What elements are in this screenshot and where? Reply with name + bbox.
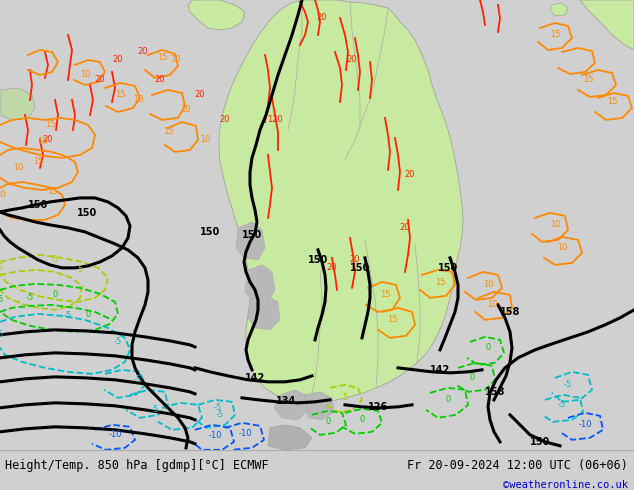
Text: 134: 134 [276, 396, 296, 406]
Polygon shape [550, 3, 568, 16]
Text: 20: 20 [317, 14, 327, 23]
Text: 0: 0 [325, 417, 330, 426]
Text: 5: 5 [342, 393, 347, 402]
Text: 0: 0 [359, 416, 365, 424]
Text: -5: -5 [51, 255, 59, 265]
Text: -5: -5 [114, 337, 122, 346]
Text: 20: 20 [404, 171, 415, 179]
Text: 158: 158 [485, 387, 505, 397]
Text: 0: 0 [445, 395, 451, 404]
Text: Fr 20-09-2024 12:00 UTC (06+06): Fr 20-09-2024 12:00 UTC (06+06) [407, 459, 628, 471]
Polygon shape [268, 425, 312, 450]
Text: 5: 5 [77, 266, 82, 274]
Text: 120: 120 [267, 116, 283, 124]
Text: -5: -5 [151, 405, 159, 415]
Text: -5: -5 [0, 264, 4, 272]
Text: 158: 158 [500, 307, 520, 317]
Text: 150: 150 [438, 263, 458, 273]
Text: 150: 150 [77, 208, 97, 218]
Text: -5: -5 [564, 380, 572, 390]
Text: 126: 126 [368, 402, 388, 412]
Text: 10: 10 [180, 105, 190, 115]
Text: -5: -5 [0, 330, 4, 340]
Text: 20: 20 [327, 264, 337, 272]
Text: -10: -10 [238, 429, 252, 439]
Text: 20: 20 [400, 223, 410, 232]
Text: 20: 20 [347, 55, 357, 65]
Text: 20: 20 [113, 55, 123, 65]
Polygon shape [245, 265, 275, 302]
Polygon shape [0, 88, 35, 120]
Text: -5: -5 [0, 295, 4, 304]
Text: 20: 20 [155, 75, 165, 84]
Text: -5: -5 [64, 311, 72, 320]
Text: 142: 142 [245, 373, 265, 383]
Text: 10: 10 [170, 55, 180, 65]
Text: -5: -5 [26, 294, 34, 302]
Text: 20: 20 [350, 255, 360, 265]
Text: 20: 20 [94, 75, 105, 84]
Text: 15: 15 [45, 121, 55, 129]
Text: 10: 10 [487, 300, 497, 309]
Text: 15: 15 [157, 53, 167, 63]
Text: -10: -10 [108, 430, 122, 440]
Text: 15: 15 [115, 91, 126, 99]
Text: 0: 0 [469, 373, 475, 382]
Polygon shape [219, 0, 463, 403]
Polygon shape [305, 392, 334, 420]
Text: 10: 10 [482, 280, 493, 290]
Text: 10: 10 [200, 135, 210, 145]
Text: -5: -5 [214, 403, 222, 413]
Text: 10: 10 [37, 137, 48, 147]
Text: 10: 10 [133, 96, 143, 104]
Text: 10: 10 [550, 220, 560, 229]
Text: 15: 15 [435, 278, 445, 288]
Text: 15: 15 [380, 291, 391, 299]
Polygon shape [274, 390, 308, 420]
Text: 15: 15 [33, 157, 43, 167]
Text: 0: 0 [53, 291, 58, 299]
Text: -5: -5 [216, 410, 224, 419]
Text: 20: 20 [42, 135, 53, 145]
Text: 20: 20 [138, 48, 148, 56]
Text: 150: 150 [350, 263, 370, 273]
Text: 150: 150 [242, 230, 262, 240]
Text: Height/Temp. 850 hPa [gdmp][°C] ECMWF: Height/Temp. 850 hPa [gdmp][°C] ECMWF [5, 459, 269, 471]
Text: 15: 15 [607, 98, 618, 106]
Text: 20: 20 [195, 91, 205, 99]
Polygon shape [188, 0, 245, 30]
Polygon shape [248, 295, 280, 330]
Text: 10: 10 [557, 244, 567, 252]
Text: ©weatheronline.co.uk: ©weatheronline.co.uk [503, 480, 628, 490]
Text: -10: -10 [578, 420, 592, 429]
Text: 15: 15 [387, 316, 398, 324]
Text: 15: 15 [583, 75, 593, 84]
Text: 15: 15 [550, 30, 560, 40]
Text: 150: 150 [308, 255, 328, 265]
Polygon shape [580, 0, 634, 50]
Text: -5: -5 [134, 375, 142, 384]
Text: 150: 150 [200, 227, 220, 237]
Text: 150: 150 [28, 200, 48, 210]
Text: 10: 10 [13, 164, 23, 172]
Polygon shape [236, 222, 265, 260]
Text: 20: 20 [220, 116, 230, 124]
Text: -5: -5 [558, 400, 566, 409]
Text: 0: 0 [86, 310, 91, 319]
Text: 10: 10 [0, 191, 5, 199]
Text: 0: 0 [486, 343, 491, 352]
Text: 142: 142 [430, 365, 450, 375]
Text: -10: -10 [208, 431, 222, 441]
Text: 10: 10 [80, 71, 90, 79]
Text: 15: 15 [47, 187, 57, 196]
Text: 15: 15 [163, 127, 173, 136]
Text: 150: 150 [530, 437, 550, 447]
